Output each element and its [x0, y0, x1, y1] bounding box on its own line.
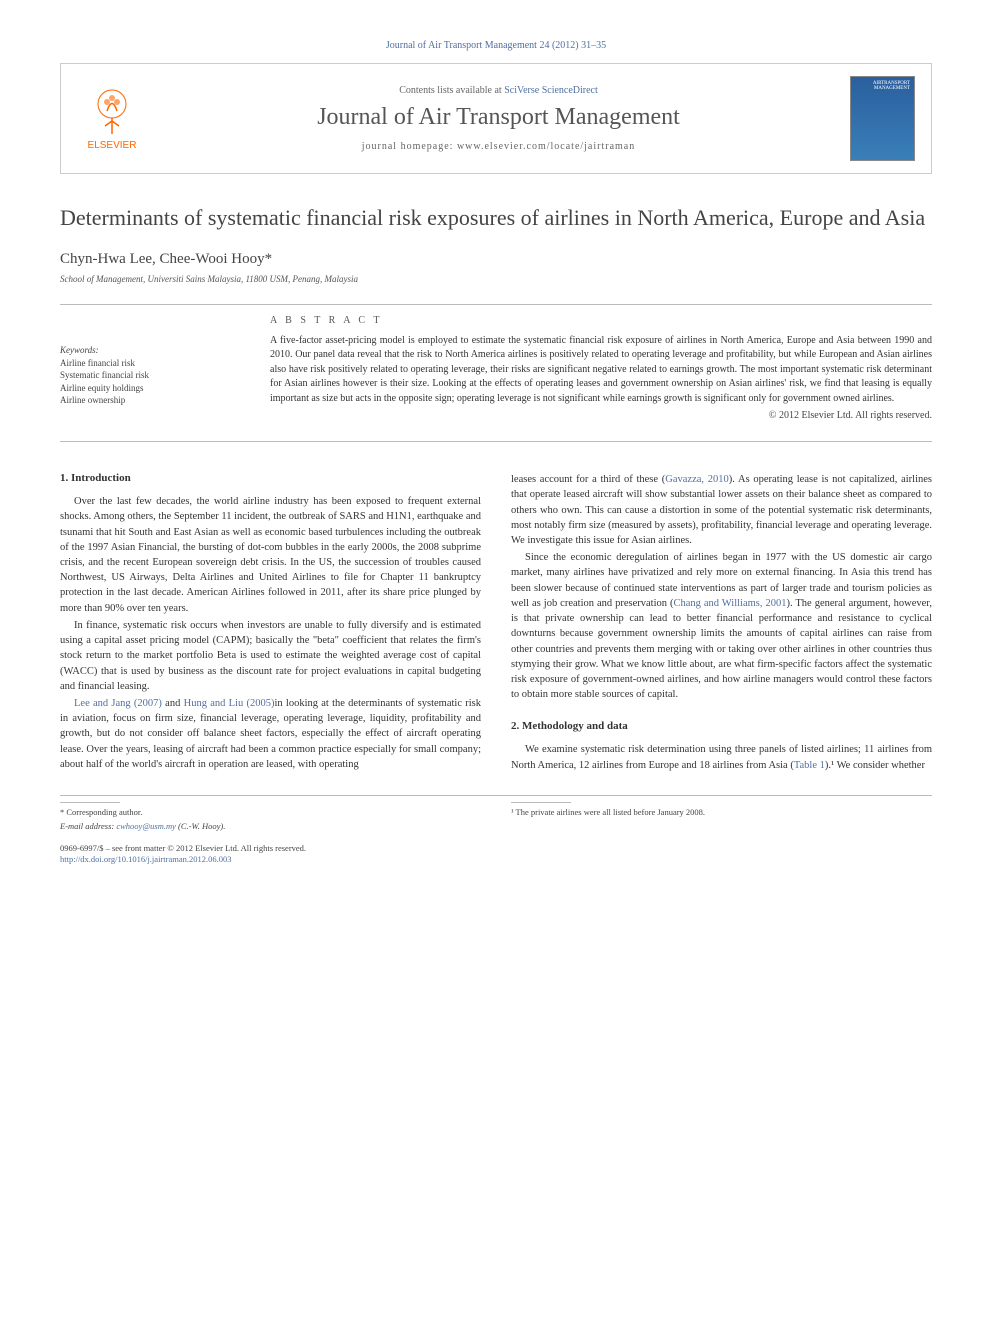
col2-paragraph-2: Since the economic deregulation of airli… — [511, 550, 932, 702]
email-line: E-mail address: cwhooy@usm.my (C.-W. Hoo… — [60, 821, 481, 833]
divider — [60, 304, 932, 305]
abstract-column: A B S T R A C T A five-factor asset-pric… — [270, 315, 932, 422]
col2-paragraph-1: leases account for a third of these (Gav… — [511, 472, 932, 548]
doi-link[interactable]: http://dx.doi.org/10.1016/j.jairtraman.2… — [60, 854, 231, 864]
elsevier-logo: ELSEVIER — [77, 79, 147, 159]
homepage-prefix: journal homepage: — [362, 141, 457, 152]
text-span: and — [162, 698, 184, 709]
section-heading-method: 2. Methodology and data — [511, 720, 932, 732]
keyword-item: Systematic financial risk — [60, 369, 240, 382]
journal-cover-thumbnail: AIRTRANSPORT MANAGEMENT — [850, 76, 915, 161]
doi-line: http://dx.doi.org/10.1016/j.jairtraman.2… — [60, 854, 481, 866]
contents-available-line: Contents lists available at SciVerse Sci… — [147, 85, 850, 96]
table-link[interactable]: Table 1 — [794, 760, 825, 771]
journal-reference: Journal of Air Transport Management 24 (… — [60, 40, 932, 51]
citation-link[interactable]: Gavazza, 2010 — [665, 474, 728, 485]
abstract-heading: A B S T R A C T — [270, 315, 932, 326]
footnote-rule — [60, 802, 120, 803]
email-suffix: (C.-W. Hooy). — [176, 821, 226, 831]
citation-link[interactable]: Hung and Liu (2005) — [184, 698, 275, 709]
corresponding-author: * Corresponding author. — [60, 807, 481, 819]
header-center: Contents lists available at SciVerse Sci… — [147, 85, 850, 152]
citation-link[interactable]: Lee and Jang (2007) — [74, 698, 162, 709]
footer-right: ¹ The private airlines were all listed b… — [511, 802, 932, 867]
journal-title: Journal of Air Transport Management — [147, 104, 850, 131]
method-paragraph-1: We examine systematic risk determination… — [511, 742, 932, 772]
elsevier-label: ELSEVIER — [88, 140, 137, 151]
cover-label: AIRTRANSPORT MANAGEMENT — [855, 81, 910, 91]
footnote-rule — [511, 802, 571, 803]
journal-homepage-line: journal homepage: www.elsevier.com/locat… — [147, 141, 850, 152]
authors: Chyn-Hwa Lee, Chee-Wooi Hooy* — [60, 251, 932, 268]
intro-paragraph-1: Over the last few decades, the world air… — [60, 494, 481, 616]
section-heading-intro: 1. Introduction — [60, 472, 481, 484]
email-link[interactable]: cwhooy@usm.my — [116, 821, 176, 831]
sciencedirect-link[interactable]: SciVerse ScienceDirect — [504, 85, 598, 96]
body-columns: 1. Introduction Over the last few decade… — [60, 472, 932, 775]
citation-link[interactable]: Chang and Williams, 2001 — [673, 598, 786, 609]
intro-paragraph-2: In finance, systematic risk occurs when … — [60, 618, 481, 694]
text-span: ).¹ We consider whether — [825, 760, 925, 771]
keyword-item: Airline financial risk — [60, 357, 240, 370]
affiliation: School of Management, Universiti Sains M… — [60, 274, 932, 284]
abstract-section: Keywords: Airline financial risk Systema… — [60, 315, 932, 422]
footer-section: * Corresponding author. E-mail address: … — [60, 795, 932, 867]
keyword-item: Airline ownership — [60, 394, 240, 407]
elsevier-tree-icon — [87, 86, 137, 136]
text-span: ). The general argument, however, is tha… — [511, 598, 932, 700]
keyword-item: Airline equity holdings — [60, 382, 240, 395]
contents-prefix: Contents lists available at — [399, 85, 504, 96]
left-column: 1. Introduction Over the last few decade… — [60, 472, 481, 775]
text-span: leases account for a third of these ( — [511, 474, 665, 485]
right-column: leases account for a third of these (Gav… — [511, 472, 932, 775]
divider — [60, 441, 932, 442]
footnote-1: ¹ The private airlines were all listed b… — [511, 807, 932, 819]
article-title: Determinants of systematic financial ris… — [60, 204, 932, 233]
keywords-label: Keywords: — [60, 345, 240, 355]
footer-left: * Corresponding author. E-mail address: … — [60, 802, 481, 867]
keywords-column: Keywords: Airline financial risk Systema… — [60, 315, 240, 422]
front-matter-line: 0969-6997/$ – see front matter © 2012 El… — [60, 843, 481, 855]
abstract-copyright: © 2012 Elsevier Ltd. All rights reserved… — [270, 410, 932, 421]
intro-paragraph-3: Lee and Jang (2007) and Hung and Liu (20… — [60, 696, 481, 772]
abstract-text: A five-factor asset-pricing model is emp… — [270, 334, 932, 407]
journal-header-box: ELSEVIER Contents lists available at Sci… — [60, 63, 932, 174]
homepage-url[interactable]: www.elsevier.com/locate/jairtraman — [457, 141, 635, 152]
email-label: E-mail address: — [60, 821, 116, 831]
